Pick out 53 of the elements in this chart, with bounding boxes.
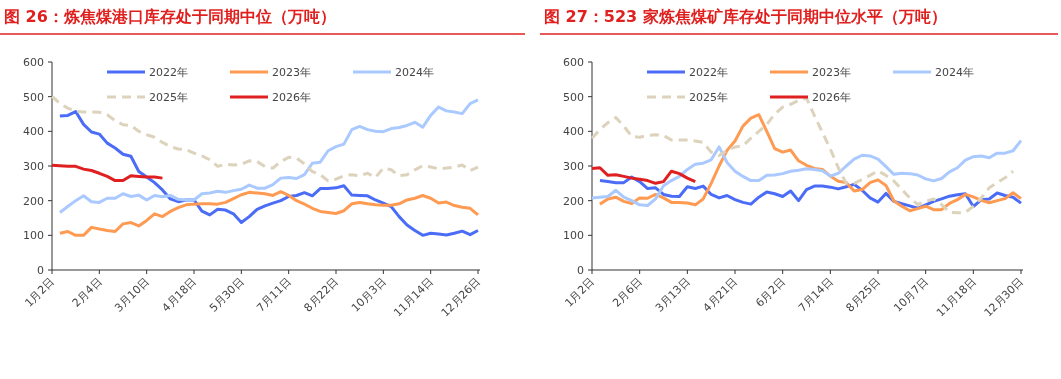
y-tick-label: 500 bbox=[563, 90, 584, 104]
y-tick-label: 600 bbox=[23, 56, 44, 69]
y-tick-label: 500 bbox=[23, 90, 44, 104]
x-tick-label: 7月11日 bbox=[254, 274, 294, 315]
legend-label: 2025年 bbox=[149, 91, 188, 104]
x-tick-label: 11月14日 bbox=[391, 274, 436, 320]
x-tick-label: 7月14日 bbox=[795, 274, 836, 315]
y-tick-label: 100 bbox=[563, 229, 584, 243]
x-tick-label: 3月10日 bbox=[112, 274, 152, 315]
x-tick-label: 11月18日 bbox=[933, 274, 979, 320]
legend-label: 2026年 bbox=[812, 91, 851, 104]
x-tick-label: 8月25日 bbox=[843, 274, 884, 315]
y-tick-label: 0 bbox=[37, 264, 44, 277]
x-tick-label: 4月18日 bbox=[159, 274, 200, 315]
x-tick-label: 2月4日 bbox=[69, 274, 105, 310]
x-tick-label: 3月13日 bbox=[652, 274, 693, 315]
legend-label: 2026年 bbox=[272, 91, 311, 104]
x-tick-label: 2月6日 bbox=[610, 274, 645, 310]
legend-label: 2022年 bbox=[149, 66, 188, 79]
x-tick-label: 4月21日 bbox=[700, 274, 741, 315]
y-tick-label: 200 bbox=[563, 194, 584, 208]
line-series bbox=[590, 139, 1023, 208]
x-tick-label: 10月7日 bbox=[891, 274, 931, 315]
legend-label: 2023年 bbox=[812, 66, 851, 79]
line-series bbox=[58, 110, 480, 237]
x-tick-label: 12月26日 bbox=[438, 274, 484, 320]
legend-label: 2024年 bbox=[935, 66, 974, 79]
y-tick-label: 100 bbox=[23, 229, 44, 243]
y-tick-label: 300 bbox=[23, 160, 44, 173]
y-tick-label: 400 bbox=[23, 125, 44, 139]
x-tick-label: 1月2日 bbox=[562, 274, 598, 310]
legend-label: 2022年 bbox=[689, 66, 728, 79]
y-tick-label: 400 bbox=[563, 125, 584, 139]
y-tick-label: 0 bbox=[577, 264, 584, 277]
legend-label: 2024年 bbox=[395, 66, 434, 79]
line-series bbox=[58, 190, 480, 237]
x-tick-label: 6月2日 bbox=[753, 274, 788, 310]
x-tick-label: 8月22日 bbox=[301, 274, 342, 315]
y-tick-label: 600 bbox=[563, 56, 584, 69]
line-series bbox=[598, 113, 1023, 213]
line-series bbox=[50, 163, 164, 183]
chart-title: 图 27：523 家炼焦煤矿库存处于同期中位水平（万吨） bbox=[544, 7, 947, 26]
x-tick-label: 5月30日 bbox=[206, 274, 247, 315]
chart-title: 图 26：炼焦煤港口库存处于同期中位（万吨） bbox=[4, 7, 336, 26]
line-series bbox=[590, 166, 697, 185]
x-tick-label: 1月2日 bbox=[22, 274, 58, 310]
y-tick-label: 200 bbox=[23, 194, 44, 208]
y-tick-label: 300 bbox=[563, 160, 584, 173]
legend-label: 2023年 bbox=[272, 66, 311, 79]
x-tick-label: 12月30日 bbox=[981, 274, 1027, 320]
legend-label: 2025年 bbox=[689, 91, 728, 104]
line-series bbox=[50, 94, 480, 183]
x-tick-label: 10月3日 bbox=[348, 274, 389, 315]
